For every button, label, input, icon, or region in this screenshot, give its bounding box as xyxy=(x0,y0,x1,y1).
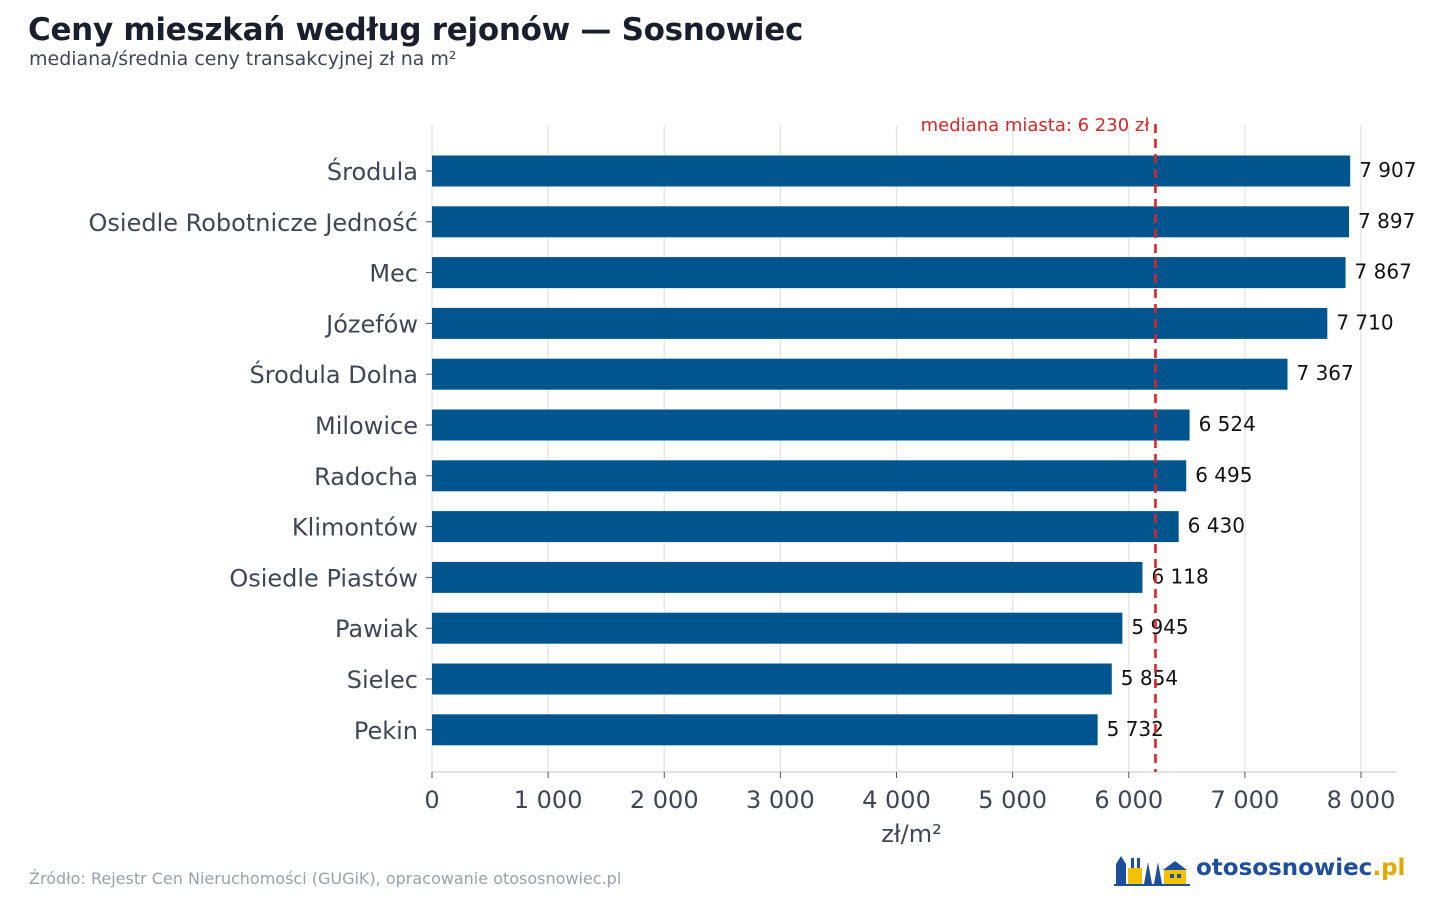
bar-2 xyxy=(432,257,1346,289)
value-label-5: 6 524 xyxy=(1199,412,1256,436)
category-label-3: Józefów xyxy=(324,310,418,338)
x-tick-label-3000: 3 000 xyxy=(746,786,815,814)
town-skyline-icon xyxy=(1114,856,1190,886)
x-tick-label-1000: 1 000 xyxy=(514,786,583,814)
value-label-6: 6 495 xyxy=(1195,463,1252,487)
bar-11 xyxy=(432,714,1098,746)
category-label-5: Milowice xyxy=(315,412,418,440)
value-label-2: 7 867 xyxy=(1355,260,1412,284)
bar-10 xyxy=(432,663,1112,695)
category-label-7: Klimontów xyxy=(292,514,418,542)
value-label-9: 5 945 xyxy=(1131,615,1188,639)
value-label-4: 7 367 xyxy=(1296,361,1353,385)
value-label-10: 5 854 xyxy=(1121,666,1178,690)
value-label-8: 6 118 xyxy=(1151,564,1208,588)
site-logo[interactable]: otososnowiec .pl xyxy=(1114,848,1405,888)
category-label-11: Pekin xyxy=(354,717,418,745)
x-tick-label-2000: 2 000 xyxy=(630,786,699,814)
x-axis: Środula Osiedle Robotnicze Jedność Mec Józe… xyxy=(89,156,1397,848)
bar-1 xyxy=(432,206,1350,238)
category-label-2: Mec xyxy=(369,260,418,288)
bar-8 xyxy=(432,561,1143,593)
category-label-6: Radocha xyxy=(314,463,418,491)
bar-6 xyxy=(432,460,1187,492)
x-tick-label-8000: 8 000 xyxy=(1327,786,1396,814)
category-label-10: Sielec xyxy=(347,666,418,694)
chart-title: Ceny mieszkań według rejonów — Sosnowiec xyxy=(28,12,804,48)
value-label-7: 6 430 xyxy=(1188,514,1245,538)
x-tick-label-7000: 7 000 xyxy=(1211,786,1280,814)
chart-subtitle: mediana/średnia ceny transakcyjnej zł na… xyxy=(29,48,457,70)
bars: 7 907 7 897 7 867 7 710 7 367 6 524 6 495 6 430… xyxy=(432,155,1416,746)
bar-7 xyxy=(432,511,1179,543)
bar-5 xyxy=(432,409,1190,441)
reference-line-group: mediana miasta: 6 230 zł xyxy=(921,115,1157,772)
x-tick-label-5000: 5 000 xyxy=(978,786,1047,814)
x-axis-title: zł/m² xyxy=(881,820,942,848)
median-reference-label: mediana miasta: 6 230 zł xyxy=(921,115,1151,136)
category-label-8: Osiedle Piastów xyxy=(229,564,418,592)
value-label-0: 7 907 xyxy=(1359,158,1416,182)
x-tick-label-6000: 6 000 xyxy=(1094,786,1163,814)
bar-4 xyxy=(432,358,1288,390)
category-label-1: Osiedle Robotnicze Jedność xyxy=(89,209,418,237)
category-label-0: Środula xyxy=(327,156,418,186)
bar-9 xyxy=(432,612,1123,644)
bar-3 xyxy=(432,307,1328,339)
source-note: Źródło: Rejestr Cen Nieruchomości (GUGiK… xyxy=(29,869,622,888)
x-tick-label-0: 0 xyxy=(424,786,439,814)
x-tick-label-4000: 4 000 xyxy=(862,786,931,814)
bar-0 xyxy=(432,155,1351,187)
category-label-4: Środula Dolna xyxy=(250,359,418,389)
logo-name: otososnowiec xyxy=(1196,855,1373,881)
value-label-1: 7 897 xyxy=(1358,209,1415,233)
value-label-3: 7 710 xyxy=(1336,310,1393,334)
logo-tld: .pl xyxy=(1372,855,1406,881)
category-label-9: Pawiak xyxy=(335,615,418,643)
